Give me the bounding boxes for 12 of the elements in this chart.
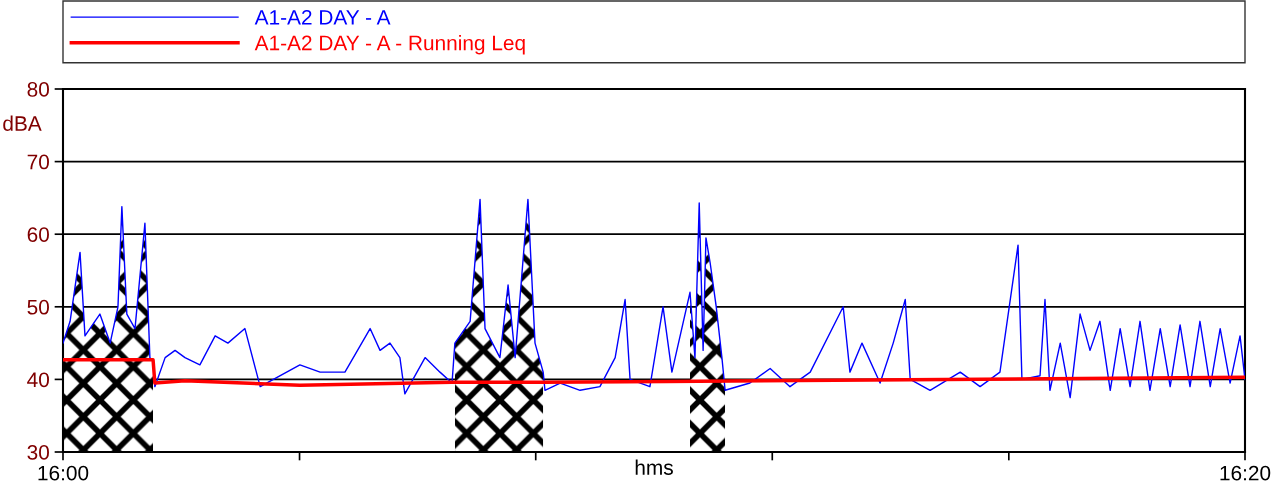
y-tick-label: 40 (27, 372, 49, 388)
x-tick-label: 16:00 (38, 465, 89, 481)
y-tick-label: 50 (27, 299, 49, 315)
text: A1-A2 DAY - A - Running Leq (254, 35, 525, 55)
y-tick-label: 80 (27, 82, 49, 97)
y-axis-title: dBA (3, 115, 42, 131)
x-axis-title: hms (635, 459, 673, 475)
y-tick-label: 60 (27, 227, 49, 242)
x-tick-label: 16:20 (1220, 465, 1271, 481)
y-tick-label: 70 (27, 154, 49, 170)
y-tick-label: 30 (27, 445, 49, 460)
text: A1-A2 DAY - A (254, 9, 391, 25)
